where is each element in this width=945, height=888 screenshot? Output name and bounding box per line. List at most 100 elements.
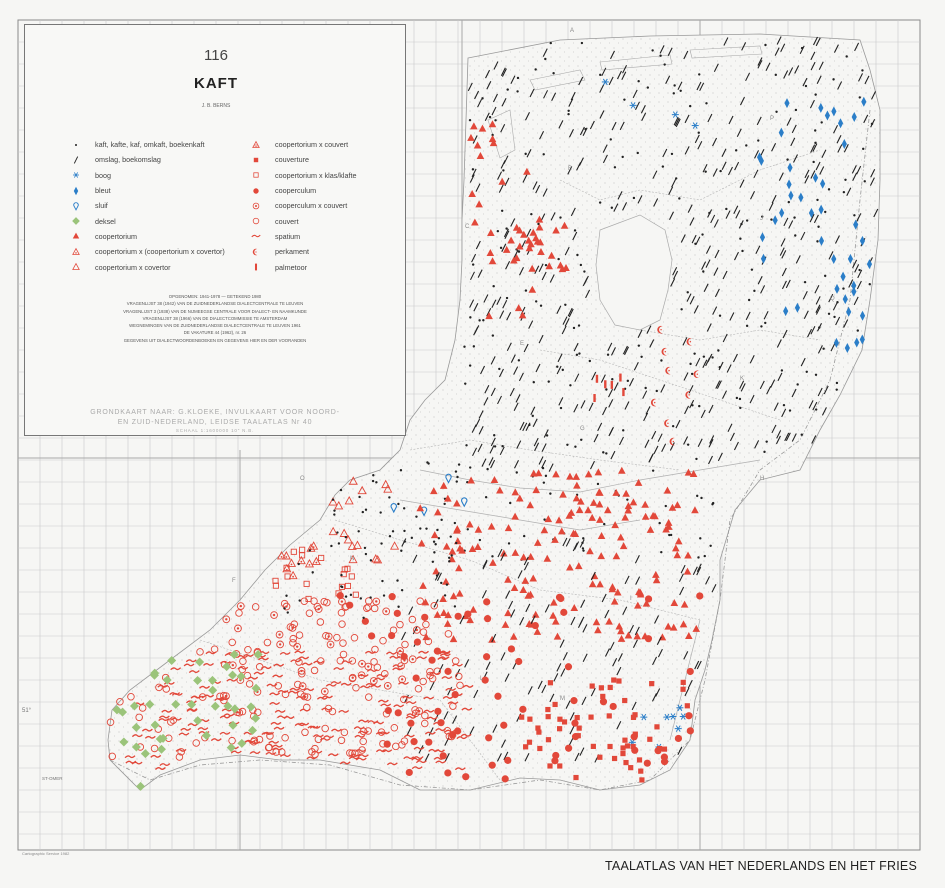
green-diamond-map-symbol [149,670,159,680]
wave-map-symbol [323,735,335,739]
triangle-open-dot-map-symbol [304,558,315,568]
dot-map-symbol [605,388,608,391]
triangle-map-symbol [612,552,621,560]
slash-map-symbol [755,245,761,254]
triangle-open-map-symbol [339,528,349,537]
triangle-map-symbol [448,547,457,555]
dot-map-symbol [471,168,475,171]
dot-map-symbol [359,597,362,600]
circle-open-map-symbol [424,637,433,646]
triangle-map-symbol [474,543,482,551]
slash-map-symbol [513,402,519,411]
circle-map-symbol [451,690,459,699]
circle-open-map-symbol [313,602,322,611]
circle-map-symbol [564,663,573,671]
triangle-map-symbol [467,476,475,484]
circle-map-symbol [481,676,489,684]
triangle-symbol-icon [65,230,87,242]
wave-map-symbol [180,727,192,731]
square-map-symbol [590,743,596,749]
dot-map-symbol [678,197,681,200]
slash-map-symbol [579,539,585,548]
legend-item: spatium [245,229,357,244]
dot-map-symbol [815,408,818,411]
slash-map-symbol [562,537,568,547]
dot-map-symbol [491,555,494,558]
circle-dot-map-symbol [338,597,346,606]
wave-map-symbol [219,715,231,719]
slash-map-symbol [754,150,760,159]
slash-map-symbol [725,210,731,219]
wave-map-symbol [392,667,404,671]
triangle-circle-symbol-icon [245,139,267,151]
slash-map-symbol [670,278,676,287]
slash-map-symbol [608,76,614,86]
circle-dot-map-symbol [348,673,357,682]
circle-open-map-symbol [116,698,124,706]
dot-map-symbol [719,169,722,173]
circle-map-symbol [599,698,608,706]
wave-map-symbol [405,701,417,705]
wave-map-symbol [219,731,231,735]
slash-map-symbol [538,334,544,344]
circle-open-map-symbol [419,677,427,686]
diamond-map-symbol [844,343,850,354]
dot-map-symbol [703,554,706,558]
triangle-map-symbol [551,617,560,625]
circle-map-symbol [421,613,429,621]
dot-map-symbol [567,112,570,116]
wave-map-symbol [439,653,451,657]
wave-map-symbol [451,663,463,667]
triangle-open-map-symbol [328,526,338,536]
wave-map-symbol [223,713,235,717]
slash-map-symbol [754,440,760,449]
slash-map-symbol [848,279,854,288]
square-map-symbol [639,777,645,783]
dot-map-symbol [380,542,383,545]
wave-map-symbol [205,651,217,655]
triangle-map-symbol [524,591,533,599]
dot-map-symbol [670,152,674,156]
wave-map-symbol [210,738,222,742]
square-map-symbol [654,724,660,730]
dot-map-symbol [788,409,792,412]
grid-letter: N [350,556,354,562]
diamond-map-symbol [783,306,789,317]
slash-map-symbol [490,356,496,365]
triangle-map-symbol [533,538,542,546]
dot-map-symbol [651,49,654,52]
slash-map-symbol [582,277,588,287]
slash-map-symbol [702,163,708,173]
circle-map-symbol [565,744,573,752]
dot-map-symbol [711,503,714,506]
dot-map-symbol [827,188,831,191]
slash-map-symbol [485,69,491,79]
circle-open-map-symbol [295,631,304,639]
circle-map-symbol [454,727,462,735]
slash-map-symbol [749,355,755,364]
slash-map-symbol [815,304,821,313]
triangle-map-symbol [467,133,475,141]
slash-map-symbol [459,615,465,625]
wave-map-symbol [423,709,435,713]
circle-open-map-symbol [340,728,349,737]
dot-map-symbol [561,368,564,372]
slash-map-symbol [493,61,499,70]
slash-map-symbol [534,265,540,275]
triangle-open-dot-map-symbol [311,556,321,566]
triangle-map-symbol [529,574,538,582]
slash-map-symbol [567,307,573,317]
triangle-map-symbol [429,487,438,495]
circle-map-symbol [361,617,369,625]
wave-map-symbol [357,674,369,677]
circle-open-map-symbol [192,739,200,747]
green-diamond-map-symbol [193,676,203,686]
circle-map-symbol [439,752,447,760]
slash-map-symbol [503,228,509,238]
square-map-symbol [622,697,628,704]
circle-open-map-symbol [263,638,272,647]
source-note-line: DE VAKATURE 44 (1962), nr. 26 [183,330,247,336]
dot-map-symbol [745,219,749,222]
dot-map-symbol [697,131,700,134]
diamond-map-symbol [818,102,824,113]
